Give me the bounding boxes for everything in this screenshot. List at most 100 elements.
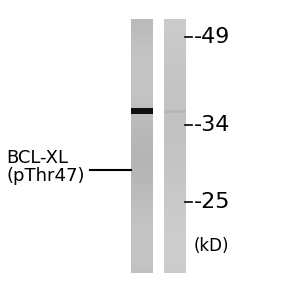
Bar — [130, 50, 153, 53]
Bar — [164, 88, 186, 90]
Bar — [130, 93, 153, 96]
Bar — [164, 257, 186, 260]
Bar — [130, 128, 153, 131]
Bar — [164, 156, 186, 159]
Bar — [130, 67, 153, 70]
Bar — [164, 78, 186, 80]
Bar — [164, 204, 186, 207]
Bar — [164, 126, 186, 128]
Bar — [130, 148, 153, 151]
Bar — [164, 166, 186, 169]
Bar — [164, 72, 186, 75]
Bar — [164, 60, 186, 63]
Bar — [164, 118, 186, 121]
Bar — [130, 143, 153, 146]
Text: BCL-XL: BCL-XL — [6, 149, 68, 167]
Bar — [130, 171, 153, 174]
Bar — [130, 169, 153, 171]
Bar — [130, 237, 153, 240]
Bar — [164, 103, 186, 106]
Bar — [164, 252, 186, 255]
Bar — [164, 98, 186, 101]
Bar — [130, 22, 153, 25]
Bar — [130, 141, 153, 144]
Bar — [164, 239, 186, 242]
Bar — [130, 42, 153, 45]
Bar — [164, 42, 186, 45]
Bar — [130, 100, 153, 103]
Bar — [164, 22, 186, 25]
Bar — [130, 151, 153, 154]
Bar — [164, 93, 186, 96]
Bar — [164, 37, 186, 40]
Bar — [130, 204, 153, 207]
Bar — [130, 30, 153, 32]
Bar — [164, 131, 186, 133]
Text: -25: -25 — [194, 192, 230, 212]
Bar — [130, 214, 153, 217]
Bar — [130, 19, 153, 22]
Bar — [130, 65, 153, 68]
Bar — [130, 105, 153, 108]
Bar — [164, 19, 186, 22]
Bar — [130, 75, 153, 78]
Bar — [164, 267, 186, 270]
Bar — [130, 40, 153, 42]
Bar — [164, 232, 186, 235]
Bar — [130, 257, 153, 260]
Bar — [164, 212, 186, 214]
Bar — [164, 194, 186, 197]
Bar — [164, 207, 186, 209]
Bar — [164, 201, 186, 204]
Bar — [130, 70, 153, 73]
Bar — [164, 146, 186, 149]
Bar — [164, 50, 186, 53]
Bar — [130, 32, 153, 35]
Bar — [130, 131, 153, 133]
Bar — [130, 35, 153, 37]
Bar — [130, 179, 153, 182]
Bar — [130, 24, 153, 27]
Text: (kD): (kD) — [194, 237, 229, 255]
Bar — [130, 164, 153, 166]
Bar — [130, 212, 153, 214]
Bar — [164, 161, 186, 164]
Bar — [164, 171, 186, 174]
Bar — [130, 247, 153, 250]
Bar — [130, 227, 153, 230]
Bar — [130, 207, 153, 209]
Bar — [130, 88, 153, 90]
Bar — [130, 60, 153, 63]
Bar — [130, 45, 153, 47]
Bar — [130, 229, 153, 232]
Bar — [130, 133, 153, 136]
Bar — [130, 98, 153, 101]
Bar — [164, 181, 186, 184]
Bar — [164, 83, 186, 85]
Bar — [164, 110, 186, 113]
Bar — [130, 27, 153, 30]
Bar — [130, 72, 153, 75]
Bar — [130, 108, 153, 114]
Bar — [164, 121, 186, 123]
Bar — [130, 252, 153, 255]
Bar — [130, 47, 153, 50]
Bar — [130, 209, 153, 212]
Bar — [164, 260, 186, 262]
Bar — [164, 105, 186, 108]
Bar — [164, 214, 186, 217]
Bar — [164, 153, 186, 156]
Bar — [164, 250, 186, 252]
Bar — [130, 222, 153, 225]
Bar — [164, 62, 186, 65]
Bar — [130, 239, 153, 242]
Bar — [164, 242, 186, 245]
Bar — [164, 191, 186, 194]
Bar — [164, 148, 186, 151]
Bar — [130, 83, 153, 85]
Bar — [130, 224, 153, 227]
Bar — [164, 123, 186, 126]
Bar — [164, 141, 186, 144]
Bar — [164, 95, 186, 98]
Bar — [164, 24, 186, 27]
